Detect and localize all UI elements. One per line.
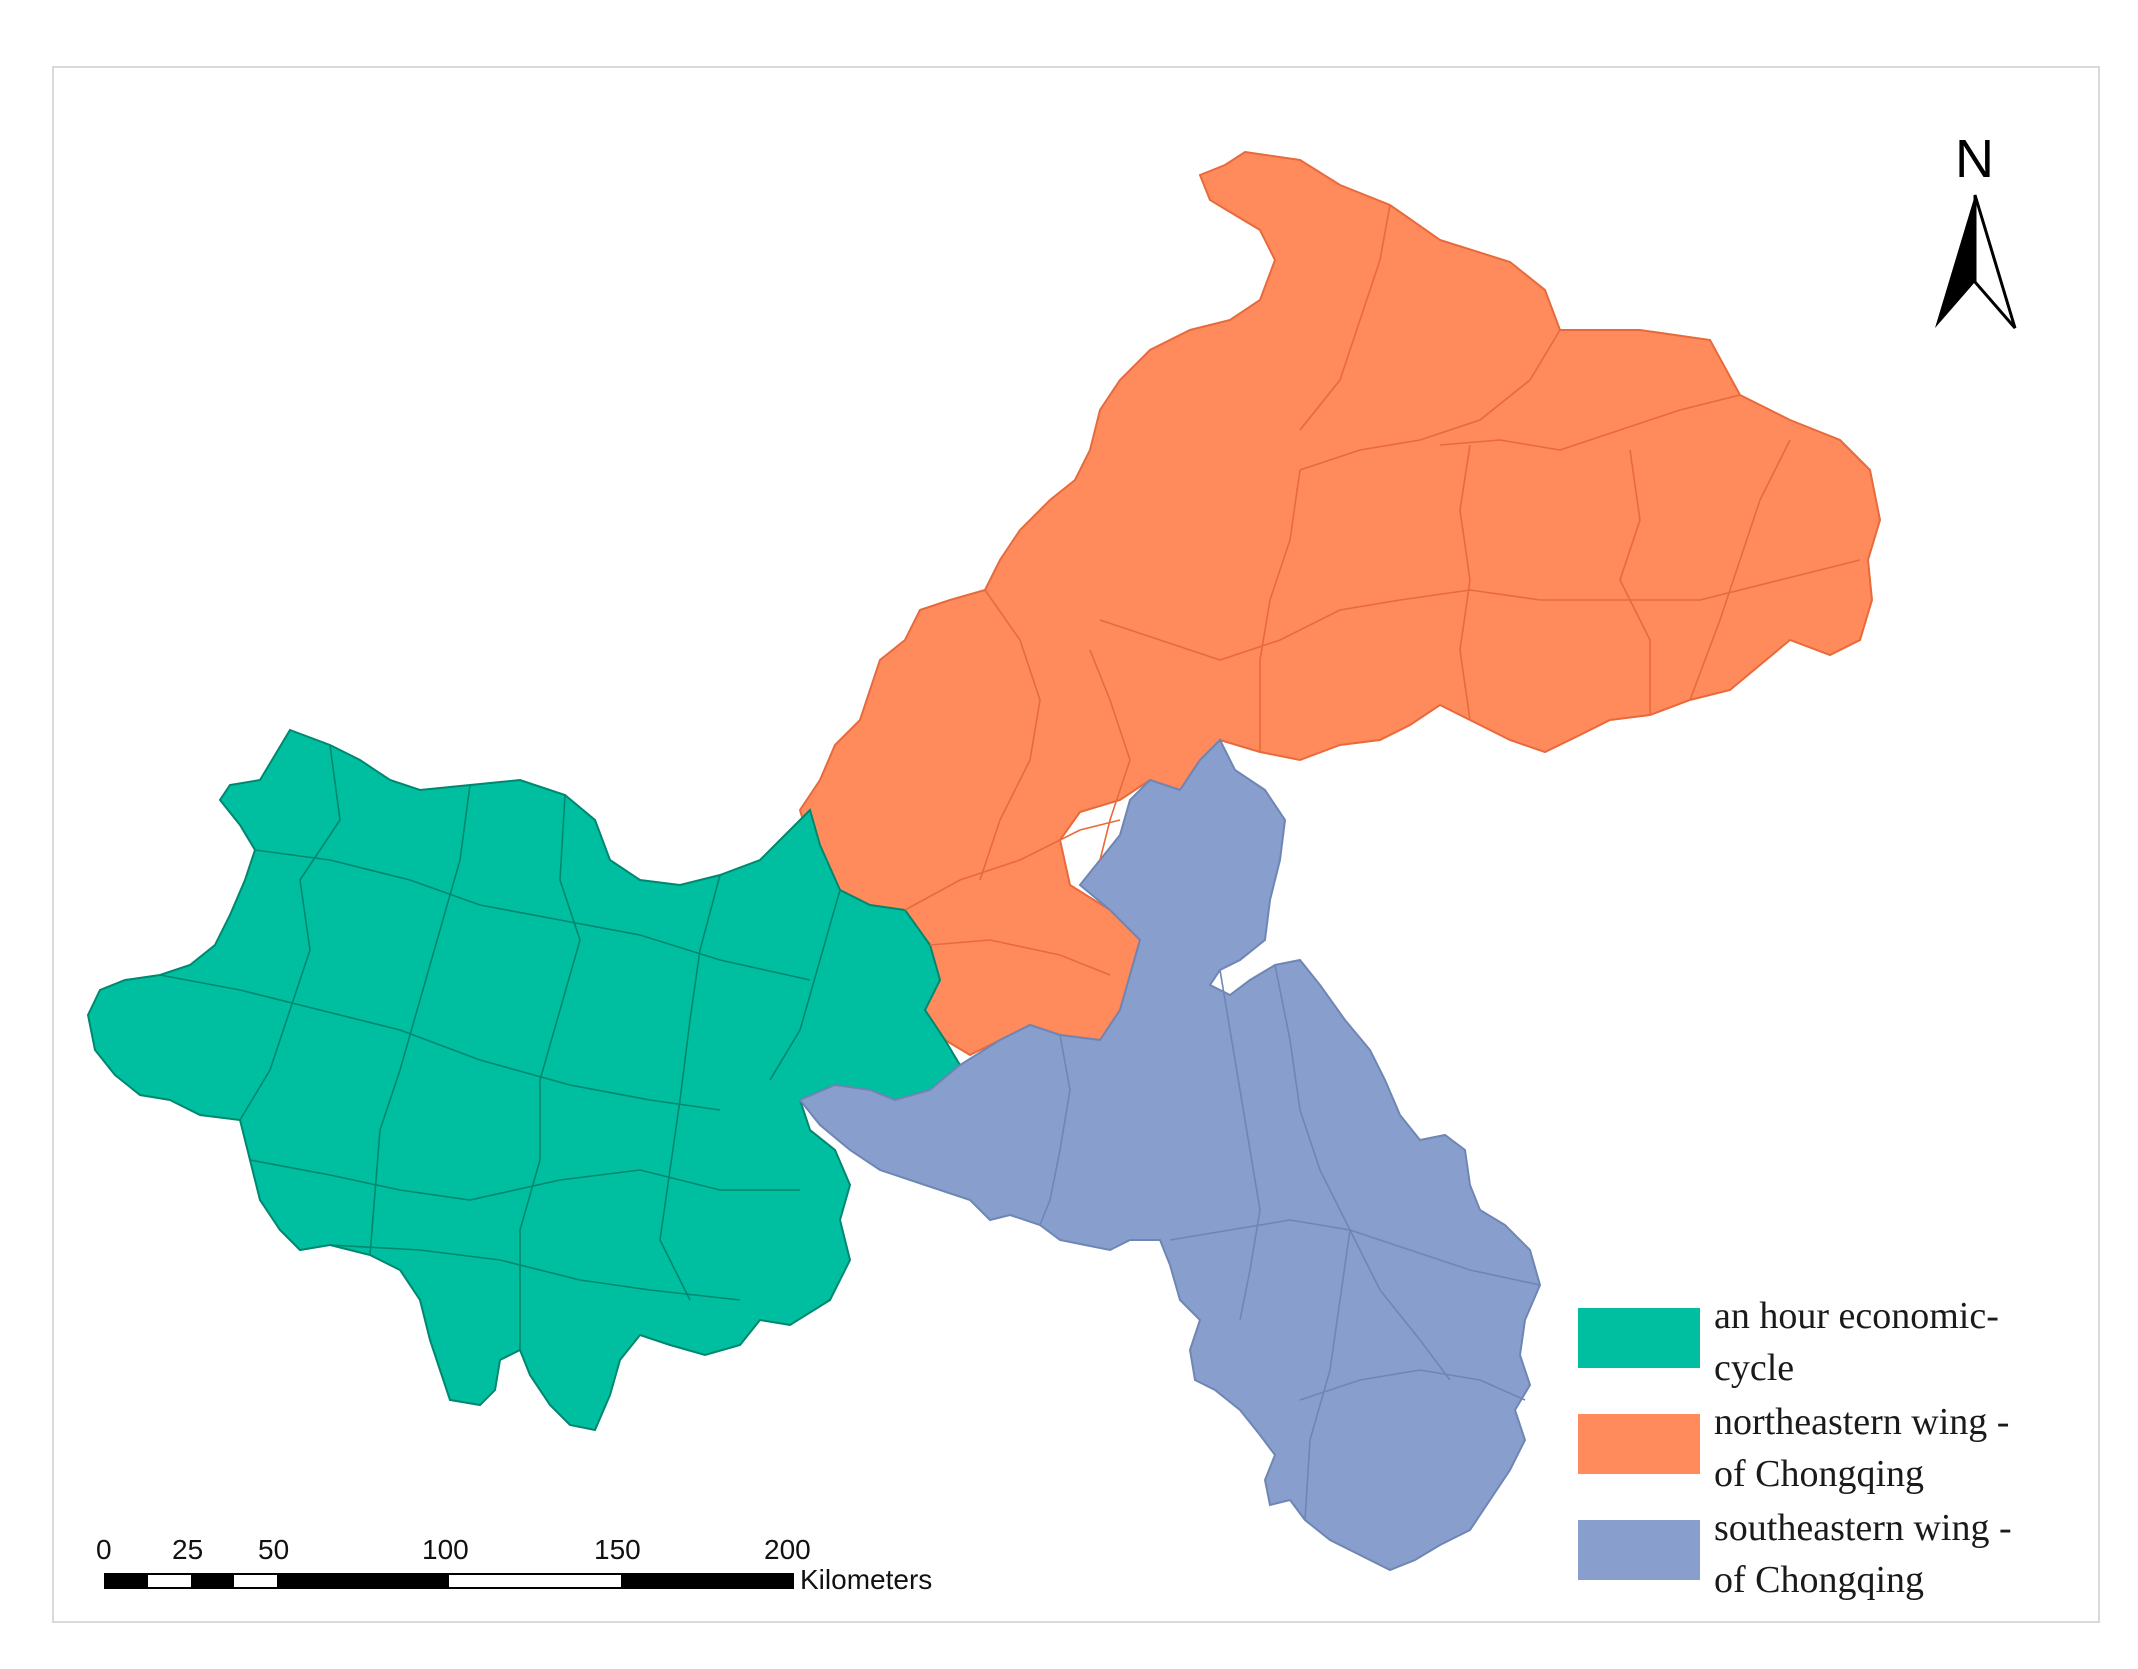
scale-tick-50: 50 <box>258 1534 290 1565</box>
legend-swatch-southeastern-wing <box>1578 1520 1700 1580</box>
region-hour-economic-cycle[interactable] <box>86 728 962 1432</box>
scale-tick-150: 150 <box>594 1534 641 1565</box>
district-boundaries <box>159 204 1861 1521</box>
region-northeastern-wing[interactable] <box>798 150 1882 1057</box>
scale-tick-0: 0 <box>96 1534 112 1565</box>
legend-label-northeastern-wing: northeastern wing - of Chongqing <box>1714 1401 2010 1495</box>
legend-label-southeastern-wing: southeastern wing - of Chongqing <box>1714 1507 2012 1601</box>
scale-unit-label: Kilometers <box>800 1564 933 1595</box>
north-label: N <box>1955 129 1994 189</box>
north-arrow-icon <box>1935 194 2017 329</box>
legend-label-hour-economic-cycle: an hour economic- cycle <box>1714 1295 1999 1389</box>
scale-tick-100: 100 <box>422 1534 469 1565</box>
legend-swatch-hour-economic-cycle <box>1578 1308 1700 1368</box>
scale-tick-25: 25 <box>172 1534 204 1565</box>
legend-swatch-northeastern-wing <box>1578 1414 1700 1474</box>
scale-bar <box>104 1573 794 1589</box>
scale-tick-200: 200 <box>764 1534 811 1565</box>
region-southeastern-wing[interactable] <box>798 738 1542 1572</box>
